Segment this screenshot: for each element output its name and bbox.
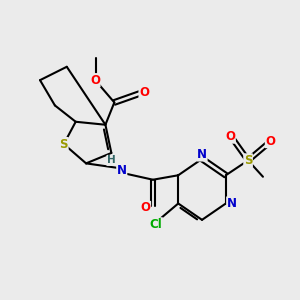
Text: O: O (266, 135, 275, 148)
Text: O: O (140, 202, 151, 214)
Text: H: H (107, 155, 116, 165)
Text: N: N (117, 164, 127, 177)
Text: O: O (139, 85, 149, 98)
Text: S: S (244, 154, 252, 167)
Text: O: O (225, 130, 235, 143)
Text: O: O (90, 74, 100, 87)
Text: Cl: Cl (150, 218, 162, 231)
Text: S: S (60, 138, 68, 151)
Text: N: N (197, 148, 207, 161)
Text: N: N (227, 197, 237, 210)
